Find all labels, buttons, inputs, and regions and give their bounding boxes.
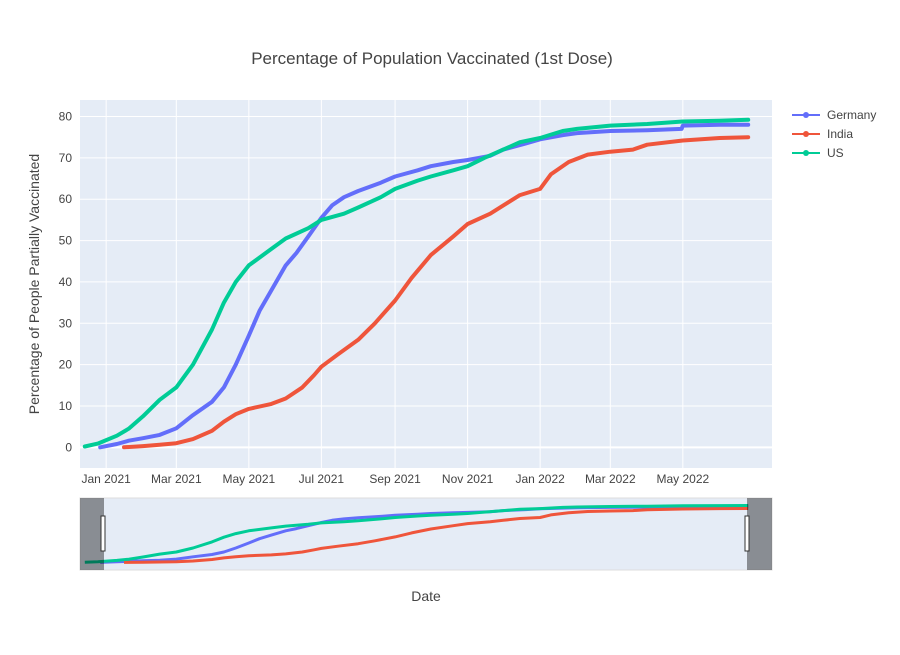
range-slider-left-handle[interactable] (100, 515, 106, 552)
y-tick-label: 30 (59, 316, 73, 330)
x-tick-label: Jan 2021 (81, 472, 131, 486)
y-tick-label: 20 (59, 358, 73, 372)
x-tick-label: May 2022 (656, 472, 709, 486)
series-line-india[interactable] (122, 135, 751, 450)
range-slider-right-handle[interactable] (744, 515, 750, 552)
range-slider-line-us (84, 504, 749, 564)
legend-label: Germany (827, 108, 876, 122)
range-slider[interactable] (79, 497, 773, 571)
range-slider-right-mask (747, 498, 772, 570)
y-tick-label: 80 (59, 110, 73, 124)
series-line-germany[interactable] (98, 122, 751, 450)
x-tick-label: May 2021 (222, 472, 275, 486)
legend-label: US (827, 146, 844, 160)
series-line-us[interactable] (82, 117, 751, 449)
series-lines (82, 117, 751, 450)
y-tick-label: 40 (59, 275, 73, 289)
x-tick-label: Sep 2021 (369, 472, 421, 486)
y-tick-label: 60 (59, 192, 73, 206)
legend-swatch-marker (803, 131, 809, 137)
plot-area[interactable] (80, 100, 772, 468)
x-axis-title: Date (411, 588, 441, 604)
range-slider-line-india (123, 507, 749, 564)
legend-label: India (827, 127, 853, 141)
y-tick-label: 50 (59, 234, 73, 248)
legend-item-germany[interactable]: Germany (792, 108, 876, 122)
x-tick-label: Jul 2021 (299, 472, 345, 486)
y-axis-tick-labels: 0 10 20 30 40 50 60 70 80 (59, 110, 73, 455)
y-axis-title: Percentage of People Partially Vaccinate… (26, 154, 42, 414)
chart-title: Percentage of Population Vaccinated (1st… (251, 49, 613, 68)
x-tick-label: Mar 2022 (585, 472, 636, 486)
y-tick-label: 10 (59, 399, 73, 413)
grid-lines (80, 100, 772, 468)
y-tick-label: 70 (59, 151, 73, 165)
range-slider-left-mask (80, 498, 104, 570)
y-tick-label: 0 (65, 440, 72, 454)
x-axis-tick-labels: Jan 2021 Mar 2021 May 2021 Jul 2021 Sep 2021… (81, 472, 709, 486)
legend-item-india[interactable]: India (792, 127, 853, 141)
legend-item-us[interactable]: US (792, 146, 844, 160)
x-tick-label: Jan 2022 (515, 472, 565, 486)
range-slider-series (84, 504, 749, 564)
legend-swatch-marker (803, 150, 809, 156)
x-tick-label: Nov 2021 (442, 472, 494, 486)
legend-swatch-marker (803, 112, 809, 118)
legend: Germany India US (792, 108, 876, 160)
x-tick-label: Mar 2021 (151, 472, 202, 486)
